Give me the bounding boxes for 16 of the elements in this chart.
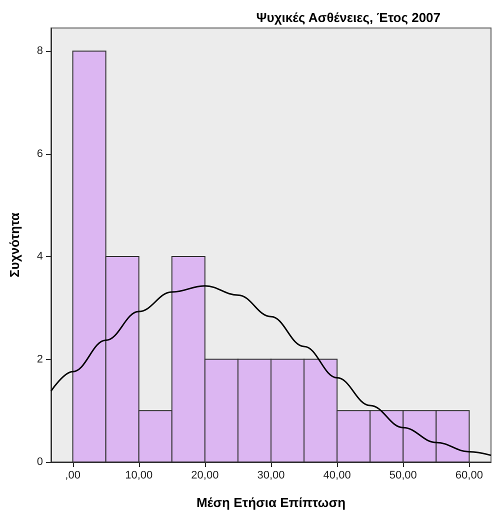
x-tick-label: 20,00 — [191, 470, 219, 482]
x-axis-title: Μέση Ετήσια Επίπτωση — [196, 495, 346, 510]
y-tick-label: 4 — [36, 250, 43, 263]
y-axis-title: Συχνότητα — [7, 212, 22, 278]
x-tick-label: 60,00 — [455, 470, 483, 482]
y-tick-label: 8 — [36, 45, 43, 58]
x-tick-label: 10,00 — [125, 470, 153, 482]
line-series — [50, 285, 492, 456]
y-tick-label: 6 — [36, 148, 43, 160]
x-tick-label: 50,00 — [389, 470, 417, 482]
y-tick-label: 0 — [36, 456, 43, 468]
chart-title: Ψυχικές Ασθένειες, Έτος 2007 — [256, 10, 441, 25]
x-tick-label: 40,00 — [323, 470, 351, 482]
y-tick-label: 2 — [36, 353, 43, 366]
x-tick-label: 30,00 — [257, 470, 285, 482]
x-tick-label: ,00 — [65, 470, 80, 482]
